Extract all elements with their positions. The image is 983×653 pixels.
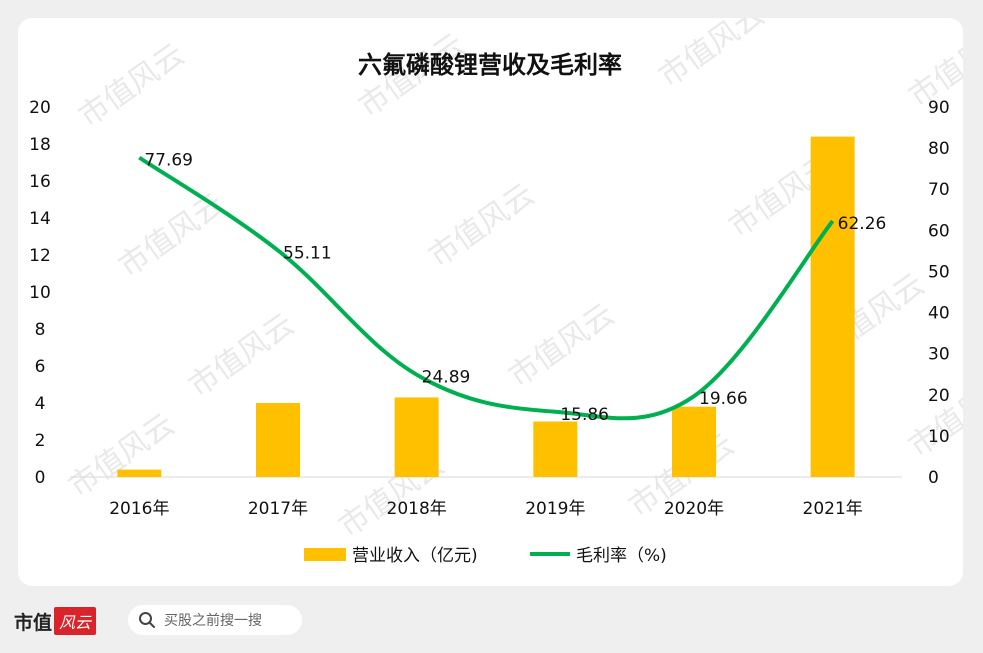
data-label: 55.11 <box>283 243 332 263</box>
right-tick-label: 80 <box>928 139 950 159</box>
data-label: 77.69 <box>144 151 193 171</box>
x-tick-label: 2020年 <box>664 499 724 519</box>
watermark-text: 市值风云 <box>503 297 621 394</box>
left-tick-label: 20 <box>29 98 51 118</box>
legend-label-line: 毛利率（%) <box>576 546 667 566</box>
bar <box>672 406 716 477</box>
chart-title: 六氟磷酸锂营收及毛利率 <box>358 51 622 79</box>
logo-text: 市值 <box>14 611 53 634</box>
x-tick-label: 2018年 <box>387 499 447 519</box>
margin-line <box>138 155 835 421</box>
left-y-axis: 0 2 4 6 8 10 12 14 16 18 20 <box>29 98 51 488</box>
x-axis: 2016年 2017年 2018年 2019年 2020年 2021年 <box>109 499 863 519</box>
bar <box>256 403 300 477</box>
watermark-text: 市值风云 <box>183 307 301 404</box>
x-tick-label: 2019年 <box>525 499 585 519</box>
watermark-text: 市值风云 <box>73 37 191 134</box>
right-tick-label: 20 <box>928 386 950 406</box>
data-label: 24.89 <box>422 368 471 388</box>
search-icon <box>139 612 155 628</box>
left-tick-label: 14 <box>29 209 51 229</box>
x-tick-label: 2017年 <box>248 499 308 519</box>
left-tick-label: 10 <box>29 283 51 303</box>
watermark-text: 市值风云 <box>423 177 541 274</box>
right-tick-label: 90 <box>928 98 950 118</box>
left-tick-label: 16 <box>29 172 51 192</box>
right-tick-label: 70 <box>928 180 950 200</box>
right-tick-label: 50 <box>928 262 950 282</box>
bar <box>394 397 439 477</box>
legend: 营业收入（亿元) 毛利率（%) <box>304 546 667 566</box>
left-tick-label: 12 <box>29 246 51 266</box>
right-tick-label: 40 <box>928 304 950 324</box>
watermark-text: 市值风云 <box>113 187 231 284</box>
search-box[interactable]: 买股之前搜一搜 <box>128 605 302 635</box>
right-tick-label: 30 <box>928 345 950 365</box>
data-label: 19.66 <box>699 389 748 409</box>
bar <box>810 136 855 477</box>
legend-label-bar: 营业收入（亿元) <box>352 546 478 566</box>
chart-card: 市值风云 市值风云 市值风云 市值风云 市值风云 市值风云 市值风云 市值风云 市值风云 市值风云… <box>18 0 983 586</box>
legend-swatch-bar <box>304 548 346 561</box>
watermark-text: 市值风云 <box>63 407 181 504</box>
left-tick-label: 8 <box>35 320 46 340</box>
watermark-text: 市值风云 <box>903 367 963 464</box>
search-placeholder: 买股之前搜一搜 <box>164 613 262 629</box>
right-tick-label: 60 <box>928 221 950 241</box>
x-tick-label: 2021年 <box>803 499 863 519</box>
bar-series <box>117 136 855 477</box>
data-label: 15.86 <box>560 405 609 425</box>
line-series: 77.69 55.11 24.89 15.86 19.66 62.26 <box>138 151 887 425</box>
left-tick-label: 0 <box>35 468 46 488</box>
logo-mark: 风云 <box>54 607 97 635</box>
watermark-text: 市值风云 <box>653 18 771 95</box>
brand-logo[interactable]: 市值 风云 <box>14 606 97 636</box>
right-tick-label: 0 <box>928 468 939 488</box>
left-tick-label: 6 <box>35 357 46 377</box>
right-y-axis: 0 10 20 30 40 50 60 70 80 90 <box>928 98 950 488</box>
x-tick-label: 2016年 <box>109 499 169 519</box>
left-tick-label: 4 <box>35 394 46 414</box>
data-label: 62.26 <box>838 214 887 234</box>
right-tick-label: 10 <box>928 427 950 447</box>
left-tick-label: 2 <box>35 431 46 451</box>
footer: 市值 风云 买股之前搜一搜 <box>0 594 983 653</box>
bar <box>117 469 162 477</box>
bar <box>533 421 578 477</box>
left-tick-label: 18 <box>29 135 51 155</box>
